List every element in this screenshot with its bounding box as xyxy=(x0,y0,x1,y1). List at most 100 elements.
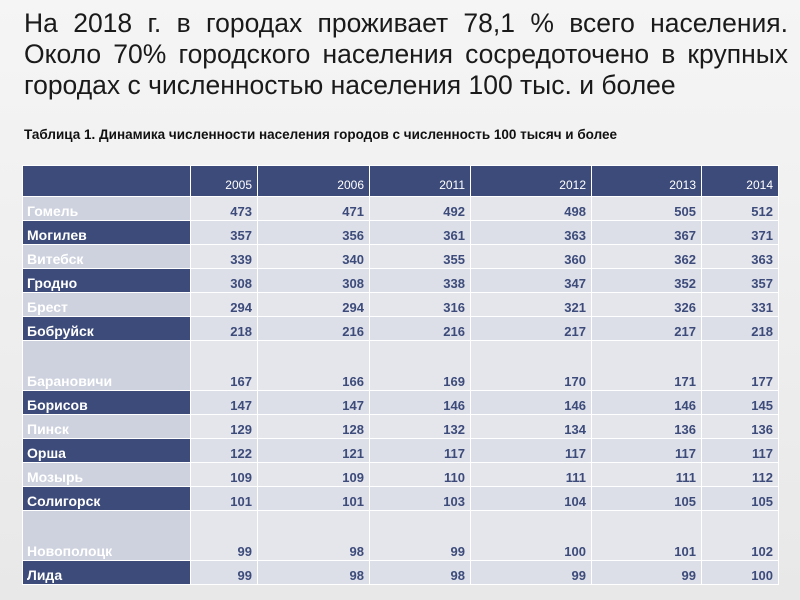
city-name-cell: Гомель xyxy=(22,196,191,221)
population-value-cell: 145 xyxy=(701,390,779,415)
table-row: Пинск 129 128 132 134 136 136 xyxy=(22,414,779,439)
header-year-cell: 2014 xyxy=(701,165,779,197)
population-value-cell: 104 xyxy=(470,486,592,511)
population-value-cell: 112 xyxy=(701,462,779,487)
population-value-cell: 98 xyxy=(257,510,370,561)
population-value-cell: 110 xyxy=(369,462,471,487)
population-value-cell: 117 xyxy=(470,438,592,463)
table-caption: Таблица 1. Динамика численности населени… xyxy=(24,127,617,142)
population-value-cell: 134 xyxy=(470,414,592,439)
table-row: Новополоцк 99 98 99 100 101 102 xyxy=(22,510,779,561)
population-value-cell: 170 xyxy=(470,340,592,391)
table-row: Солигорск 101 101 103 104 105 105 xyxy=(22,486,779,511)
table-row: Гомель 473 471 492 498 505 512 xyxy=(22,196,779,221)
city-name-cell: Барановичи xyxy=(22,340,191,391)
population-value-cell: 218 xyxy=(190,316,258,341)
population-value-cell: 136 xyxy=(591,414,702,439)
population-value-cell: 111 xyxy=(591,462,702,487)
population-value-cell: 146 xyxy=(369,390,471,415)
population-value-cell: 98 xyxy=(369,560,471,585)
population-value-cell: 357 xyxy=(190,220,258,245)
population-value-cell: 99 xyxy=(369,510,471,561)
population-value-cell: 321 xyxy=(470,292,592,317)
table-row: Мозырь 109 109 110 111 111 112 xyxy=(22,462,779,487)
population-value-cell: 117 xyxy=(591,438,702,463)
population-value-cell: 352 xyxy=(591,268,702,293)
population-value-cell: 308 xyxy=(257,268,370,293)
population-value-cell: 147 xyxy=(257,390,370,415)
city-name-cell: Солигорск xyxy=(22,486,191,511)
population-value-cell: 492 xyxy=(369,196,471,221)
population-value-cell: 99 xyxy=(190,510,258,561)
population-table: 2005 2006 2011 2012 2013 2014 Гомель 473 4… xyxy=(22,165,779,585)
population-value-cell: 121 xyxy=(257,438,370,463)
population-value-cell: 109 xyxy=(190,462,258,487)
population-value-cell: 498 xyxy=(470,196,592,221)
population-value-cell: 101 xyxy=(257,486,370,511)
population-value-cell: 99 xyxy=(190,560,258,585)
table-row: Бобруйск 218 216 216 217 217 218 xyxy=(22,316,779,341)
population-value-cell: 99 xyxy=(591,560,702,585)
table-row: Могилев 357 356 361 363 367 371 xyxy=(22,220,779,245)
city-name-cell: Пинск xyxy=(22,414,191,439)
population-value-cell: 105 xyxy=(701,486,779,511)
population-value-cell: 100 xyxy=(701,560,779,585)
table-row: Барановичи 167 166 169 170 171 177 xyxy=(22,340,779,391)
population-value-cell: 326 xyxy=(591,292,702,317)
population-value-cell: 105 xyxy=(591,486,702,511)
population-value-cell: 356 xyxy=(257,220,370,245)
population-value-cell: 473 xyxy=(190,196,258,221)
population-value-cell: 101 xyxy=(190,486,258,511)
population-value-cell: 471 xyxy=(257,196,370,221)
population-value-cell: 512 xyxy=(701,196,779,221)
header-year-cell: 2006 xyxy=(257,165,370,197)
population-value-cell: 117 xyxy=(701,438,779,463)
population-value-cell: 216 xyxy=(257,316,370,341)
table-row: Орша 122 121 117 117 117 117 xyxy=(22,438,779,463)
table-row: Лида 99 98 98 99 99 100 xyxy=(22,560,779,585)
city-name-cell: Новополоцк xyxy=(22,510,191,561)
population-value-cell: 177 xyxy=(701,340,779,391)
population-value-cell: 122 xyxy=(190,438,258,463)
header-year-cell: 2013 xyxy=(591,165,702,197)
header-year-cell: 2011 xyxy=(369,165,471,197)
population-value-cell: 166 xyxy=(257,340,370,391)
city-name-cell: Мозырь xyxy=(22,462,191,487)
population-value-cell: 308 xyxy=(190,268,258,293)
population-value-cell: 146 xyxy=(591,390,702,415)
city-name-cell: Брест xyxy=(22,292,191,317)
population-value-cell: 128 xyxy=(257,414,370,439)
population-value-cell: 117 xyxy=(369,438,471,463)
population-value-cell: 216 xyxy=(369,316,471,341)
table-row: Витебск 339 340 355 360 362 363 xyxy=(22,244,779,269)
population-value-cell: 217 xyxy=(591,316,702,341)
header-year-cell: 2005 xyxy=(190,165,258,197)
population-value-cell: 294 xyxy=(190,292,258,317)
population-value-cell: 100 xyxy=(470,510,592,561)
table-header-row: 2005 2006 2011 2012 2013 2014 xyxy=(22,165,779,197)
population-value-cell: 361 xyxy=(369,220,471,245)
population-value-cell: 357 xyxy=(701,268,779,293)
population-value-cell: 102 xyxy=(701,510,779,561)
city-name-cell: Борисов xyxy=(22,390,191,415)
table-body: Гомель 473 471 492 498 505 512 Могилев 357 356 361… xyxy=(22,196,779,585)
city-name-cell: Витебск xyxy=(22,244,191,269)
header-corner-cell xyxy=(22,165,191,197)
population-value-cell: 340 xyxy=(257,244,370,269)
population-value-cell: 363 xyxy=(470,220,592,245)
population-value-cell: 316 xyxy=(369,292,471,317)
slide-heading: На 2018 г. в городах проживает 78,1 % вс… xyxy=(24,8,788,100)
population-value-cell: 136 xyxy=(701,414,779,439)
population-value-cell: 371 xyxy=(701,220,779,245)
header-year-cell: 2012 xyxy=(470,165,592,197)
population-value-cell: 146 xyxy=(470,390,592,415)
population-value-cell: 338 xyxy=(369,268,471,293)
population-value-cell: 99 xyxy=(470,560,592,585)
population-value-cell: 103 xyxy=(369,486,471,511)
population-value-cell: 339 xyxy=(190,244,258,269)
table-row: Брест 294 294 316 321 326 331 xyxy=(22,292,779,317)
population-value-cell: 171 xyxy=(591,340,702,391)
population-value-cell: 101 xyxy=(591,510,702,561)
population-value-cell: 129 xyxy=(190,414,258,439)
population-value-cell: 111 xyxy=(470,462,592,487)
